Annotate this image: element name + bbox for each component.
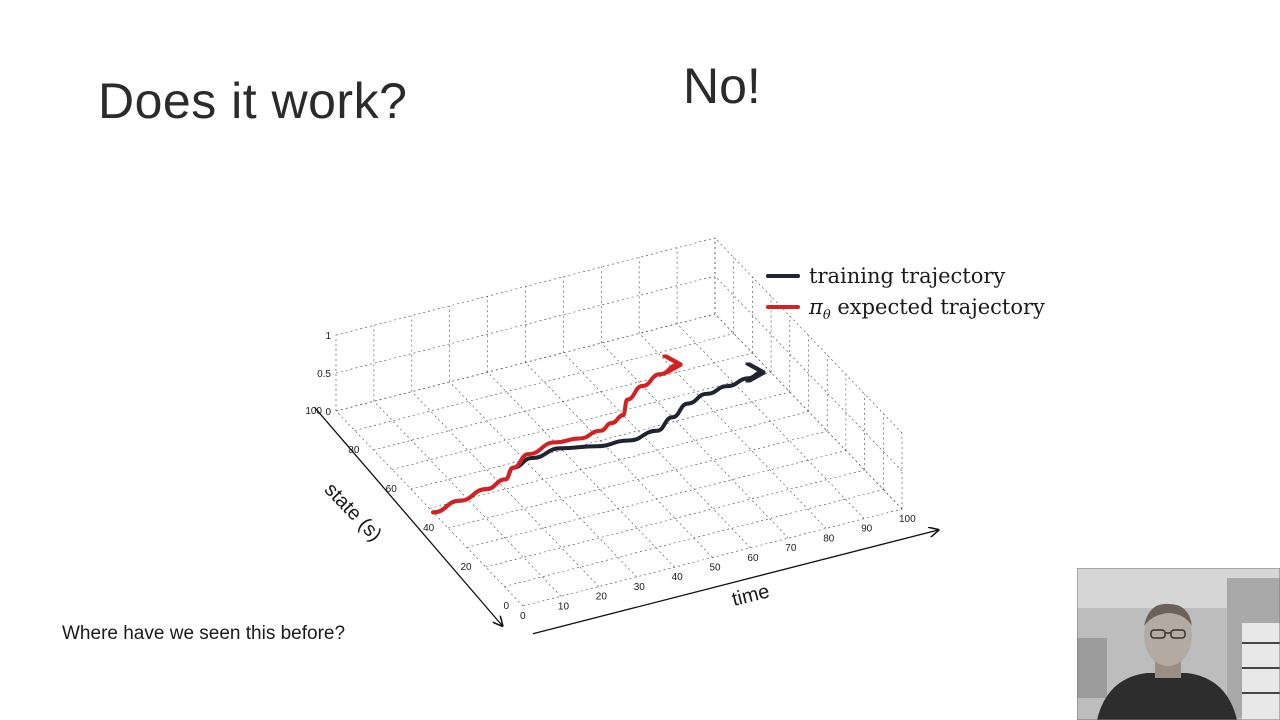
chart-series [431, 365, 762, 515]
back-wall-gridline [335, 275, 716, 374]
x-tick-label: 40 [672, 572, 684, 583]
x-tick-label: 30 [634, 582, 646, 593]
x-tick-label: 100 [899, 514, 916, 525]
legend-label-expected: πθ expected trajectory [808, 295, 1045, 323]
floor-gridline-time [676, 323, 865, 519]
z-tick-label: 0 [325, 407, 331, 418]
floor-gridline-time [563, 352, 751, 549]
floor-gridline-time [601, 342, 789, 539]
floor-gridline-state [429, 411, 809, 509]
floor-gridline-state [466, 450, 846, 548]
x-tick-label: 0 [520, 611, 526, 622]
x-tick-label: 80 [823, 533, 835, 544]
x-tick-label: 70 [785, 543, 797, 554]
side-wall-gridline [714, 275, 903, 472]
y-tick-label: 100 [305, 406, 322, 417]
chart-axes [313, 406, 939, 635]
legend-label-training: training trajectory [809, 264, 1005, 288]
expected-trajectory-line [431, 365, 678, 515]
floor-gridline-state [485, 469, 865, 568]
x-axis-label: time [730, 580, 772, 610]
x-tick-label: 90 [861, 524, 873, 535]
floor-gridline-state [410, 391, 790, 490]
z-tick-label: 1 [325, 331, 331, 342]
presenter-webcam [1077, 568, 1280, 720]
side-wall-gridline [714, 237, 903, 434]
x-tick-label: 60 [747, 553, 759, 564]
y-tick-label: 80 [348, 445, 360, 456]
y-tick-label: 20 [460, 562, 472, 573]
floor-gridline-state [504, 489, 884, 587]
slide-title: Does it work? [98, 73, 408, 129]
back-wall-gridline [335, 313, 716, 412]
y-tick-label: 40 [423, 523, 435, 534]
floor-gridline-state [522, 508, 903, 607]
floor-gridline-state [448, 430, 828, 529]
presenter-image [1077, 568, 1280, 720]
floor-gridline-state [392, 372, 772, 470]
chart-grid [335, 237, 903, 607]
floor-gridline-time [411, 391, 600, 587]
state-axis-arrow [313, 406, 502, 626]
floor-gridline-state [373, 352, 753, 451]
y-tick-label: 60 [386, 484, 398, 495]
x-tick-label: 50 [710, 563, 722, 574]
side-wall-gridline [714, 313, 903, 510]
z-tick-label: 0.5 [317, 369, 331, 380]
x-tick-label: 10 [558, 601, 570, 612]
chart-legend: training trajectory πθ expected trajecto… [766, 264, 1045, 323]
floor-gridline-state [354, 333, 734, 431]
back-wall-gridline [335, 237, 716, 336]
floor-gridline-time [449, 381, 637, 578]
time-axis-arrow [532, 530, 939, 635]
y-tick-label: 0 [503, 601, 509, 612]
slide-answer: No! [683, 58, 761, 114]
question-text: Where have we seen this before? [62, 623, 346, 644]
y-axis-label: state (s) [320, 479, 386, 546]
x-tick-label: 20 [596, 592, 608, 603]
